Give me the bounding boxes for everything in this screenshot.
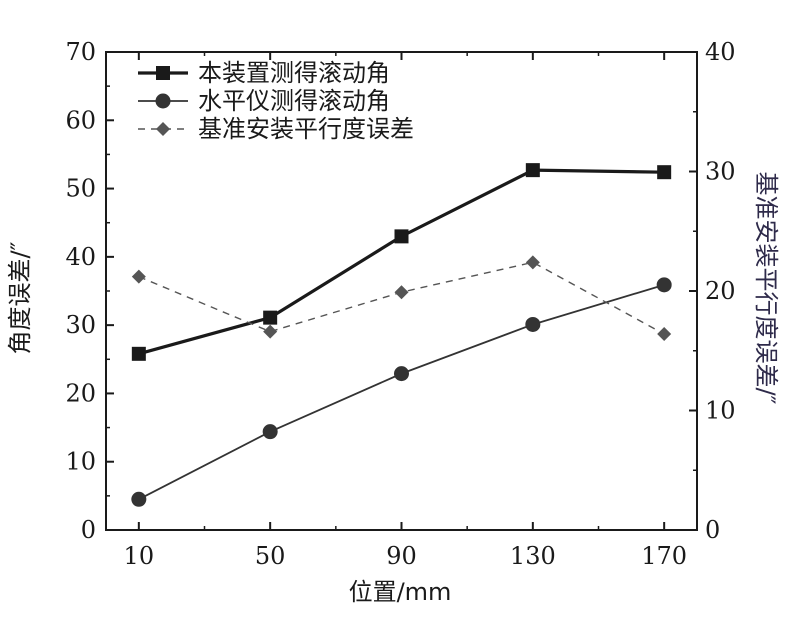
data-point-series-0 xyxy=(394,229,409,244)
data-point-series-2 xyxy=(525,255,540,270)
data-point-series-1 xyxy=(131,491,147,507)
data-point-series-2 xyxy=(263,324,278,339)
legend-marker-1 xyxy=(155,93,171,109)
data-point-series-0 xyxy=(263,310,278,325)
y-tick-label: 20 xyxy=(65,379,96,407)
y-tick-label: 0 xyxy=(81,516,96,544)
legend-label-2: 基准安装平行度误差 xyxy=(198,115,414,143)
x-tick-label: 10 xyxy=(124,542,155,570)
series-layer xyxy=(131,163,672,507)
y2-tick-label: 10 xyxy=(705,397,736,425)
y2-axis-title: 基准安装平行度误差/″ xyxy=(752,171,780,404)
data-point-series-1 xyxy=(394,366,409,382)
data-point-series-2 xyxy=(657,327,672,342)
y2-tick-label: 0 xyxy=(705,516,720,544)
legend-marker-2 xyxy=(156,122,170,136)
series-line-1 xyxy=(138,283,665,501)
x-tick-label: 170 xyxy=(641,542,687,570)
y-tick-label: 50 xyxy=(65,175,96,203)
x-axis-title: 位置/mm xyxy=(349,578,452,606)
y-tick-label: 60 xyxy=(65,106,96,134)
data-point-series-0 xyxy=(131,346,146,361)
y-tick-label: 30 xyxy=(65,311,96,339)
legend-label-1: 水平仪测得滚动角 xyxy=(198,87,390,115)
y2-tick-label: 40 xyxy=(705,38,736,66)
data-point-series-2 xyxy=(394,285,409,300)
series-line-0 xyxy=(138,168,665,356)
legend-marker-0 xyxy=(156,66,170,80)
data-point-series-0 xyxy=(525,163,540,178)
x-tick-label: 130 xyxy=(510,542,556,570)
y-axis-title: 角度误差/″ xyxy=(6,241,34,354)
y-tick-label: 40 xyxy=(65,243,96,271)
ticks: 10 50 90 130 170 0 10 20 30 40 50 60 70 0 10 20 30 40 xyxy=(65,38,735,570)
data-point-series-1 xyxy=(656,277,672,293)
data-point-series-1 xyxy=(525,316,541,332)
data-point-series-2 xyxy=(131,269,146,284)
data-point-series-1 xyxy=(262,424,278,440)
x-tick-label: 90 xyxy=(386,542,417,570)
y2-tick-label: 20 xyxy=(705,277,736,305)
x-tick-label: 50 xyxy=(255,542,286,570)
y2-tick-label: 30 xyxy=(705,158,736,186)
y-tick-label: 70 xyxy=(65,38,96,66)
legend-label-0: 本装置测得滚动角 xyxy=(198,59,390,87)
y-tick-label: 10 xyxy=(65,448,96,476)
data-point-series-0 xyxy=(657,165,672,180)
